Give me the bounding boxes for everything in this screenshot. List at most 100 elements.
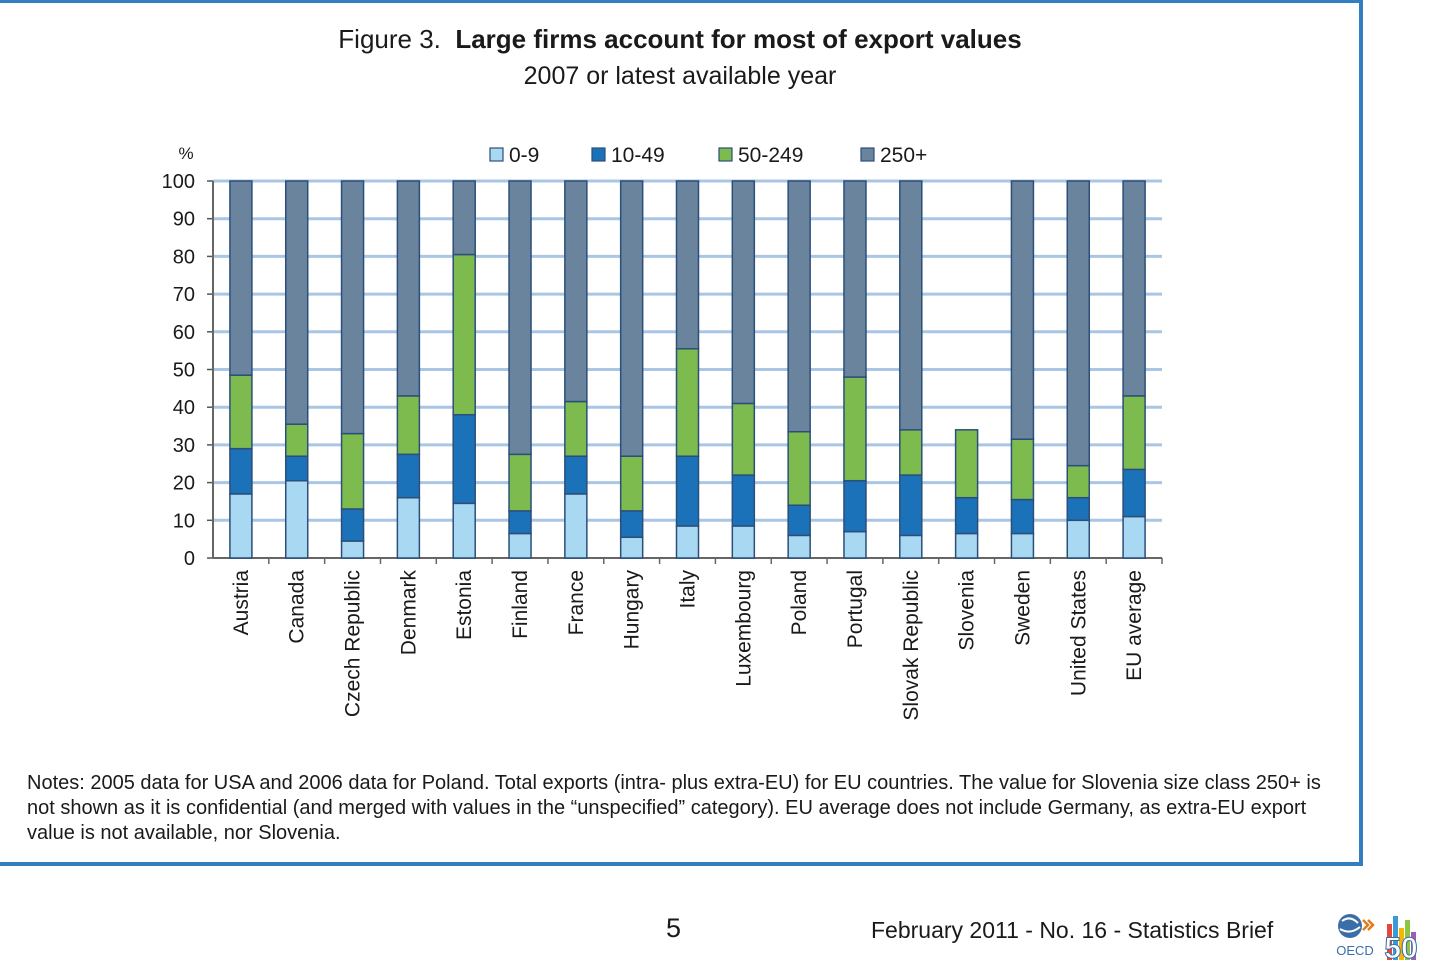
figure-frame <box>0 0 1363 866</box>
y-tick-label: 0 <box>184 548 195 570</box>
x-tick-label: Slovenia <box>956 570 979 651</box>
bar-50-249-hungary <box>619 455 644 512</box>
bar-250plus-czech-republic <box>340 180 365 435</box>
bar-10-49-portugal <box>843 479 867 533</box>
bar-0-9-estonia <box>452 502 476 559</box>
bar-250plus-italy <box>675 180 700 350</box>
x-tick-label: United States <box>1067 570 1090 696</box>
bar-250plus-united-states <box>1066 180 1091 467</box>
bar-250plus-slovak-republic <box>899 180 923 431</box>
y-tick-label: 100 <box>162 171 195 193</box>
x-tick-label: EU average <box>1123 570 1146 681</box>
figure-notes: Notes: 2005 data for USA and 2006 data f… <box>27 772 1321 844</box>
bar-50-249-italy <box>675 348 700 457</box>
x-tick-label: Slovak Republic <box>900 570 923 721</box>
bar-0-9-france <box>564 493 588 559</box>
x-tick-label: Luxembourg <box>732 570 755 687</box>
bar-10-49-italy <box>675 455 700 527</box>
bar-10-49-denmark <box>396 453 421 499</box>
figure-title-text: Large firms account for most of export v… <box>455 24 1022 54</box>
x-tick-label: Denmark <box>397 570 420 656</box>
bar-10-49-canada <box>284 455 309 482</box>
bar-10-49-slovak-republic <box>899 474 923 537</box>
bar-10-49-sweden <box>1010 498 1035 535</box>
bar-0-9-czech-republic <box>340 540 365 559</box>
bar-50-249-finland <box>508 453 532 512</box>
bar-50-249-austria <box>229 374 253 450</box>
bar-0-9-austria <box>229 493 253 559</box>
x-tick-label: Sweden <box>1011 570 1034 646</box>
bar-0-9-denmark <box>396 496 421 559</box>
bar-10-49-finland <box>508 510 532 535</box>
y-tick-label: 40 <box>173 397 195 419</box>
x-tick-label: France <box>565 570 588 635</box>
y-tick-label: 30 <box>173 435 195 457</box>
y-tick-label: 80 <box>173 246 195 268</box>
bar-50-249-denmark <box>396 395 421 456</box>
figure-title: Figure 3. Large firms account for most o… <box>0 24 1360 55</box>
bar-10-49-austria <box>229 447 253 495</box>
bar-0-9-italy <box>675 525 700 559</box>
bar-50-249-canada <box>284 423 309 457</box>
bar-250plus-sweden <box>1010 180 1035 440</box>
y-tick-label: 70 <box>173 284 195 306</box>
bar-50-249-portugal <box>843 376 867 482</box>
legend-label: 50-249 <box>738 144 803 167</box>
bar-250plus-finland <box>508 180 532 456</box>
bar-0-9-slovenia <box>954 532 979 559</box>
bar-250plus-denmark <box>396 180 421 397</box>
legend-swatch <box>591 147 606 162</box>
bar-10-49-czech-republic <box>340 508 365 542</box>
y-tick-label: 60 <box>173 322 195 344</box>
x-tick-label: Portugal <box>844 570 867 648</box>
legend-swatch <box>860 147 875 162</box>
legend-label: 10-49 <box>611 144 665 167</box>
bar-0-9-luxembourg <box>731 525 756 559</box>
bar-10-49-hungary <box>619 510 644 539</box>
y-tick-label: 20 <box>173 473 195 495</box>
bar-50-249-estonia <box>452 253 476 416</box>
y-axis-label: % <box>178 144 193 163</box>
oecd-50-logo: 50 OECD <box>1336 914 1418 966</box>
logo-text: OECD <box>1336 943 1374 958</box>
bar-0-9-sweden <box>1010 532 1035 559</box>
bar-10-49-estonia <box>452 413 476 505</box>
bar-10-49-united-states <box>1066 496 1091 522</box>
bar-50-249-poland <box>787 430 811 506</box>
bar-10-49-luxembourg <box>731 474 756 527</box>
bar-250plus-austria <box>229 180 253 376</box>
bar-250plus-france <box>564 180 588 403</box>
bar-50-249-united-states <box>1066 464 1091 499</box>
bar-10-49-poland <box>787 504 811 537</box>
bar-10-49-slovenia <box>954 496 979 535</box>
bar-0-9-finland <box>508 532 532 559</box>
logo-number: 50 <box>1384 932 1417 965</box>
legend-label: 0-9 <box>509 144 539 167</box>
x-tick-label: Czech Republic <box>342 570 365 717</box>
bar-50-249-eu-average <box>1122 395 1146 471</box>
y-tick-label: 50 <box>173 360 195 382</box>
bar-0-9-united-states <box>1066 519 1091 559</box>
page-number: 5 <box>666 913 682 943</box>
figure-subtitle: 2007 or latest available year <box>523 62 837 90</box>
x-tick-label: Estonia <box>453 570 476 640</box>
x-tick-label: Poland <box>788 570 811 635</box>
bar-50-249-slovak-republic <box>899 429 923 476</box>
x-tick-label: Finland <box>509 570 532 639</box>
stacked-bar-chart: 0 10 20 30 40 50 60 70 80 90 100% Austria Canada Czec… <box>162 144 1163 721</box>
figure-number: Figure 3. <box>338 24 441 54</box>
bar-0-9-hungary <box>619 536 644 559</box>
legend-swatch <box>489 147 504 162</box>
bar-0-9-slovak-republic <box>899 534 923 559</box>
x-tick-label: Italy <box>677 570 700 609</box>
bar-250plus-hungary <box>619 180 644 457</box>
bar-0-9-eu-average <box>1122 515 1146 559</box>
bar-50-249-france <box>564 400 588 457</box>
x-tick-label: Austria <box>230 570 253 636</box>
bar-0-9-poland <box>787 534 811 559</box>
bar-0-9-portugal <box>843 530 867 559</box>
legend-label: 250+ <box>880 144 927 167</box>
bar-250plus-luxembourg <box>731 180 756 405</box>
bar-50-249-czech-republic <box>340 432 365 510</box>
bar-250plus-eu-average <box>1122 180 1146 397</box>
